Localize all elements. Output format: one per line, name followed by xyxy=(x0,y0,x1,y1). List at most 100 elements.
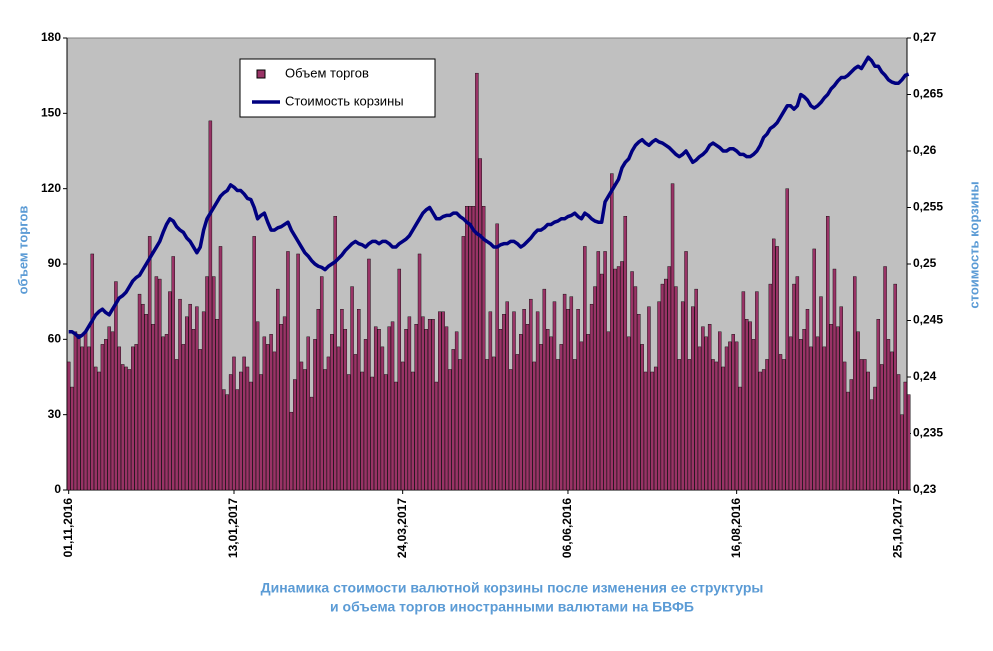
bar xyxy=(100,344,105,491)
bar xyxy=(562,293,567,491)
bar xyxy=(411,371,415,491)
bar xyxy=(289,411,294,491)
bar xyxy=(104,339,108,491)
bar xyxy=(276,288,280,491)
bar xyxy=(684,251,688,491)
chart-title: Динамика стоимости валютной корзины посл… xyxy=(261,580,764,596)
bar xyxy=(471,206,476,491)
bar xyxy=(613,268,617,491)
bar xyxy=(519,334,523,491)
legend-label: Стоимость корзины xyxy=(285,93,404,108)
bar xyxy=(336,346,341,491)
bar xyxy=(228,374,233,491)
y-tick-label: 180 xyxy=(41,30,61,44)
bar xyxy=(107,326,111,491)
bar xyxy=(637,314,641,491)
bar xyxy=(134,344,138,491)
bar xyxy=(802,329,806,491)
bar xyxy=(77,334,81,491)
bar xyxy=(755,291,759,491)
bar xyxy=(205,276,209,491)
y-tick-label: 60 xyxy=(48,332,62,346)
bar xyxy=(508,369,513,491)
bar xyxy=(586,334,590,491)
y-tick-label: 90 xyxy=(48,256,62,270)
bar xyxy=(245,366,250,491)
bar xyxy=(468,206,472,491)
bar xyxy=(583,246,587,491)
y2-tick-label: 0,265 xyxy=(913,87,943,101)
bar xyxy=(319,276,324,491)
bar xyxy=(215,319,219,491)
bar xyxy=(778,354,783,491)
bar xyxy=(856,331,860,491)
bar xyxy=(346,374,351,491)
bar xyxy=(741,291,746,491)
bar xyxy=(873,386,877,491)
bar xyxy=(751,339,756,491)
y2-tick-label: 0,24 xyxy=(913,369,937,383)
bar xyxy=(235,389,240,491)
bar xyxy=(805,309,810,491)
bar xyxy=(714,361,719,491)
bar xyxy=(906,394,911,491)
bar xyxy=(819,296,823,491)
bar xyxy=(316,309,321,491)
bar xyxy=(87,346,91,491)
bar xyxy=(269,334,273,491)
legend-label: Объем торгов xyxy=(285,65,369,80)
bar xyxy=(691,306,695,491)
bar xyxy=(846,391,850,491)
bar xyxy=(475,72,479,491)
bar xyxy=(333,216,337,491)
bar xyxy=(427,319,432,491)
bar xyxy=(883,266,887,491)
bar xyxy=(421,316,425,491)
bar xyxy=(728,341,732,491)
bar xyxy=(438,311,442,491)
bar xyxy=(168,291,172,491)
bar xyxy=(748,321,752,491)
bar xyxy=(164,334,169,491)
bar xyxy=(158,278,162,491)
bar xyxy=(80,346,84,491)
bar xyxy=(83,331,88,491)
bar xyxy=(114,281,118,491)
bar xyxy=(97,371,101,491)
bar xyxy=(549,336,553,491)
line xyxy=(68,55,910,340)
bar xyxy=(836,326,840,491)
y-tick-label: 120 xyxy=(41,181,61,195)
bar xyxy=(721,366,725,491)
bar xyxy=(492,356,496,491)
bar xyxy=(404,329,408,491)
bar xyxy=(201,311,206,491)
bar xyxy=(576,309,580,491)
bar xyxy=(738,386,742,491)
bar xyxy=(181,344,186,491)
bar xyxy=(606,331,611,491)
bar xyxy=(147,236,152,491)
bar xyxy=(495,223,499,491)
bar xyxy=(623,216,628,491)
bar xyxy=(407,316,412,491)
bar xyxy=(225,394,229,491)
bar xyxy=(306,336,310,491)
bar xyxy=(171,256,175,491)
bar xyxy=(866,371,870,491)
bar xyxy=(677,359,682,491)
bar xyxy=(579,341,584,491)
bar xyxy=(178,298,182,491)
x-tick-label: 16,08,2016 xyxy=(729,498,743,558)
bar xyxy=(799,339,803,491)
bar xyxy=(478,158,482,491)
bar xyxy=(93,366,98,491)
legend-box xyxy=(239,58,436,118)
bar xyxy=(707,324,712,491)
bar xyxy=(657,301,661,491)
bar xyxy=(127,369,132,491)
bar xyxy=(556,359,560,491)
bar xyxy=(724,346,729,491)
chart-title: и объема торгов иностранными валютами на… xyxy=(330,599,694,615)
bar xyxy=(394,381,398,491)
